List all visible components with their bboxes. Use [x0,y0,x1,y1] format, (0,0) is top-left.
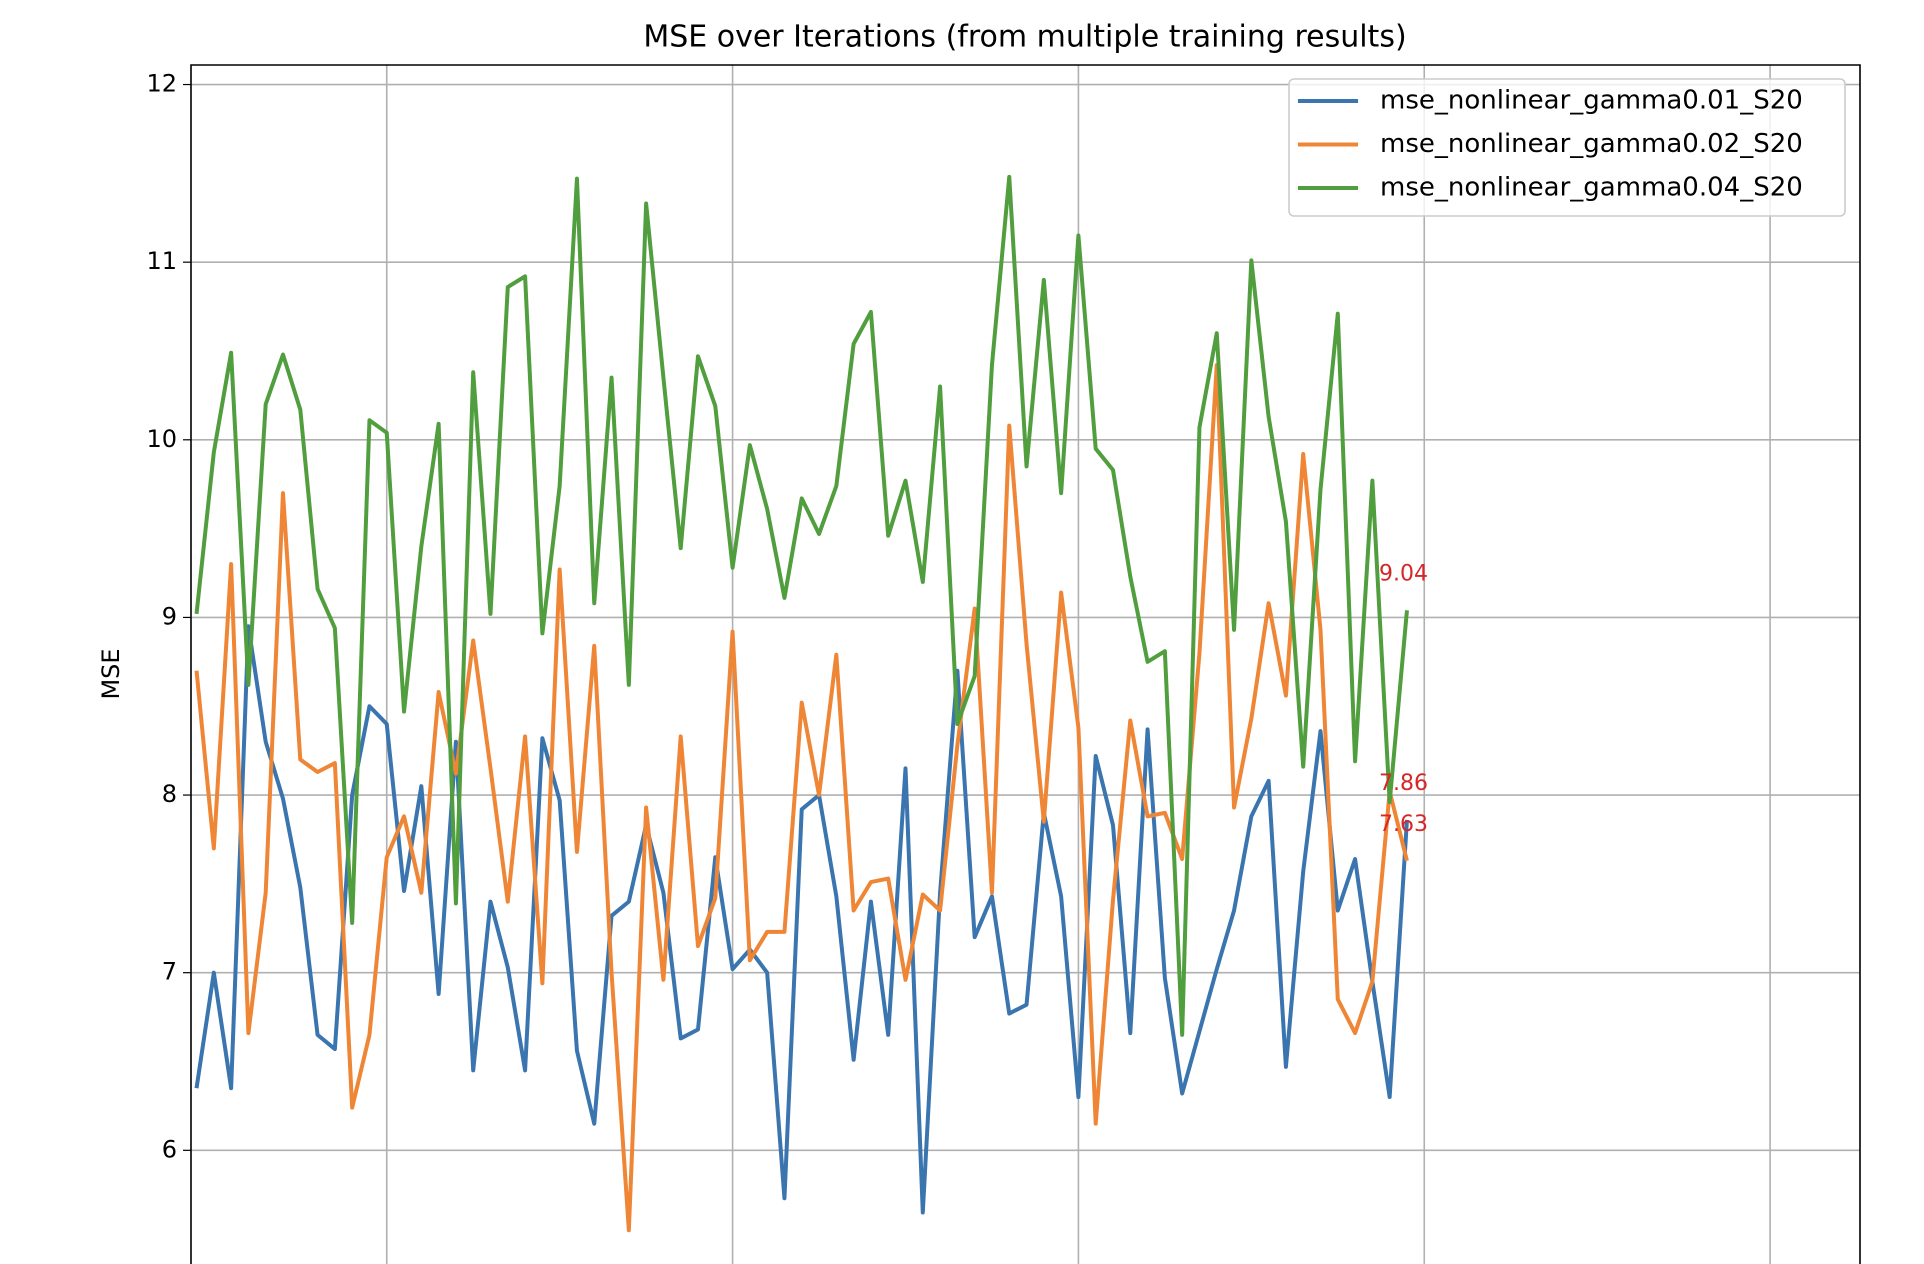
series-line [194,363,1409,1233]
annotation: 9.04 [1379,561,1428,586]
y-axis-label: MSE [97,648,125,699]
y-tick-label: 9 [162,602,177,630]
y-tick-label: 6 [162,1135,177,1163]
axes-frame [190,64,1861,1264]
annotation: 7.63 [1379,812,1428,837]
y-tick-label: 8 [162,780,177,808]
plot-lines [194,174,1409,1233]
y-tick-label: 7 [162,958,177,986]
annotation: 7.86 [1379,771,1428,796]
legend-label: mse_nonlinear_gamma0.02_S20 [1380,129,1803,159]
series-line [194,174,1409,1037]
y-tick-label: 11 [146,247,177,275]
chart-title: MSE over Iterations (from multiple train… [643,20,1406,55]
legend-label: mse_nonlinear_gamma0.01_S20 [1380,86,1803,116]
y-tick-label: 10 [146,425,177,453]
series-line [194,624,1409,1215]
legend-box [1288,78,1846,217]
y-tick-label: 12 [146,70,177,98]
legend-label: mse_nonlinear_gamma0.04_S20 [1380,173,1803,203]
